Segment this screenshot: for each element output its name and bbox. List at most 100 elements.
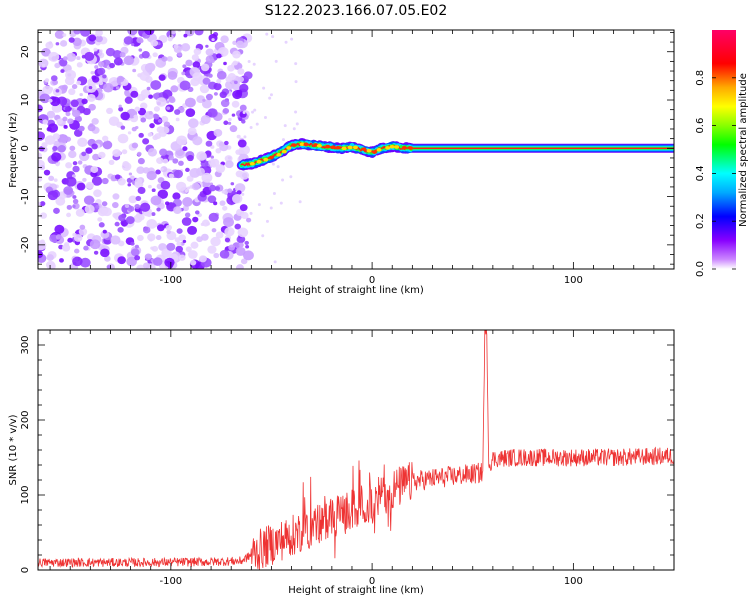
noise-blob — [269, 206, 273, 210]
noise-blob — [199, 84, 210, 94]
noise-blob — [158, 74, 166, 81]
noise-blob — [61, 244, 71, 252]
ridge-peak — [263, 157, 269, 162]
ridge-peak — [353, 145, 359, 150]
noise-blob — [192, 72, 203, 82]
noise-blob — [237, 76, 245, 83]
noise-blob — [163, 121, 171, 128]
noise-blob — [135, 195, 142, 201]
noise-blob — [210, 145, 215, 149]
noise-blob — [146, 219, 158, 229]
noise-blob — [116, 75, 125, 83]
noise-blob — [161, 56, 168, 62]
noise-blob — [213, 82, 222, 91]
noise-blob — [271, 35, 275, 39]
snr-ylabel: SNR (10 * v/v) — [8, 414, 19, 485]
noise-blob — [160, 115, 169, 123]
noise-blob — [224, 80, 235, 90]
noise-blob — [175, 117, 180, 122]
noise-blob — [202, 98, 206, 102]
noise-blob — [134, 255, 141, 261]
noise-blob — [269, 93, 273, 97]
noise-blob — [72, 204, 76, 208]
noise-blob — [88, 86, 93, 90]
noise-blob — [98, 222, 105, 228]
noise-blob — [265, 32, 269, 36]
noise-blob — [182, 205, 189, 212]
noise-blob — [201, 233, 209, 241]
noise-blob — [239, 204, 248, 212]
spectrogram-ytick-label: -20 — [20, 237, 31, 253]
noise-blob — [127, 183, 132, 187]
noise-blob — [118, 214, 126, 222]
noise-blob — [72, 256, 83, 267]
noise-blob — [120, 111, 130, 121]
noise-blob — [174, 237, 181, 243]
noise-blob — [205, 55, 214, 63]
noise-blob — [68, 88, 76, 96]
noise-blob — [46, 254, 54, 261]
spectrogram-frame — [37, 29, 675, 270]
ridge-peak — [299, 142, 305, 147]
noise-blob — [92, 76, 100, 83]
noise-blob — [198, 255, 207, 263]
noise-blob — [57, 144, 66, 153]
noise-blob — [160, 167, 164, 171]
noise-blob — [76, 56, 81, 61]
noise-blob — [140, 89, 151, 99]
noise-blob — [128, 195, 138, 204]
colorbar-tick-label: 0.0 — [695, 261, 706, 277]
noise-blob — [276, 165, 280, 169]
noise-blob — [150, 195, 162, 206]
noise-blob — [170, 30, 176, 35]
noise-blob — [101, 201, 108, 207]
noise-blob — [185, 167, 190, 173]
noise-blob — [174, 109, 181, 115]
noise-blob — [243, 71, 253, 80]
colorbar-gradient — [712, 30, 736, 269]
noise-blob — [215, 231, 224, 239]
ridge-peak — [366, 148, 372, 153]
noise-blob — [208, 73, 213, 78]
noise-blob — [157, 119, 162, 123]
ridge-peak — [330, 145, 336, 149]
noise-blob — [186, 175, 194, 182]
noise-blob — [244, 240, 249, 245]
noise-blob — [164, 257, 175, 268]
noise-blob — [191, 54, 199, 61]
noise-blob — [132, 68, 137, 73]
noise-blob — [90, 165, 99, 174]
spectrogram-ytick-label: 0 — [20, 145, 31, 151]
noise-blob — [139, 71, 150, 81]
noise-blob — [236, 190, 242, 195]
noise-blob — [60, 137, 66, 142]
noise-blob — [165, 201, 170, 206]
noise-blob — [245, 217, 252, 223]
snr-ytick-label: 0 — [20, 567, 31, 573]
noise-blob — [213, 252, 220, 259]
noise-blob — [53, 207, 60, 214]
noise-blob — [55, 89, 60, 93]
noise-blob — [77, 137, 88, 148]
noise-blob — [47, 190, 59, 201]
noise-blob — [176, 228, 183, 234]
noise-blob — [117, 178, 126, 186]
noise-blob — [127, 205, 135, 212]
noise-blob — [38, 58, 49, 68]
noise-blob — [235, 246, 246, 256]
noise-blob — [238, 242, 244, 248]
snr-frame — [37, 329, 675, 571]
noise-blob — [294, 110, 298, 114]
noise-blob — [232, 40, 238, 46]
figure-title: S122.2023.166.07.05.E02 — [265, 3, 448, 19]
noise-blob — [261, 234, 265, 238]
noise-blob — [59, 58, 68, 67]
noise-blob — [239, 104, 247, 112]
noise-blob — [178, 160, 184, 166]
noise-blob — [168, 95, 175, 102]
noise-blob — [140, 117, 147, 123]
noise-blob — [251, 110, 255, 114]
noise-blob — [48, 86, 54, 92]
noise-blob — [143, 262, 150, 269]
noise-blob — [68, 150, 77, 159]
